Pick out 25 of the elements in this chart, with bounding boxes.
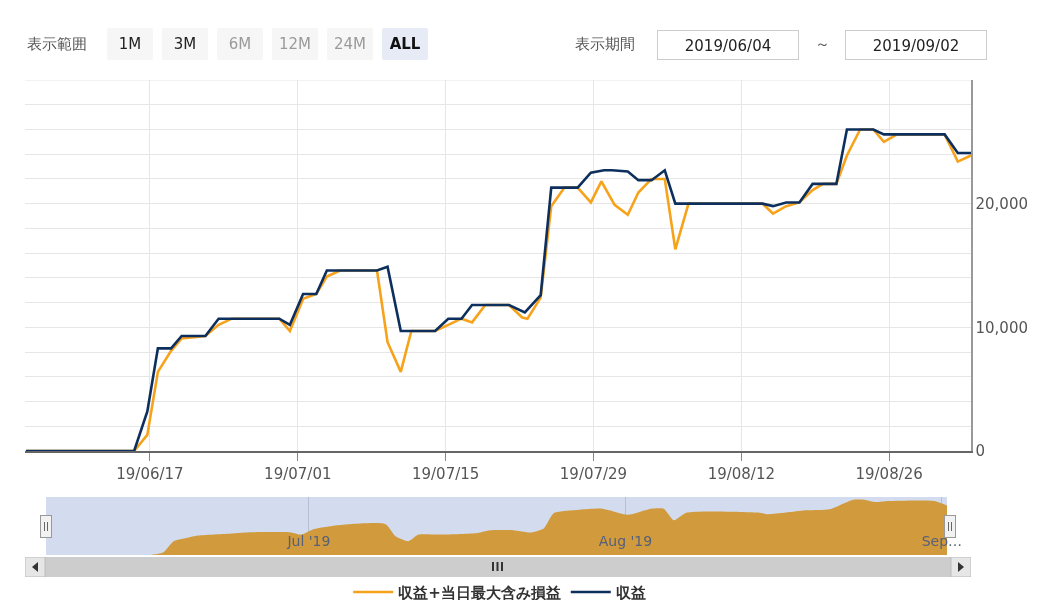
text: ～ <box>815 34 830 55</box>
legend-label: 収益 <box>615 583 646 600</box>
range-button: 12M <box>272 28 318 60</box>
x-tick-label: Aug '19 <box>598 533 653 549</box>
text: 表示期間 <box>575 34 635 55</box>
range-button: 6M <box>217 28 263 60</box>
range-button: 24M <box>327 28 373 60</box>
date-field: 2019/09/02 <box>845 30 987 60</box>
legend-label: 収益+当日最大含み損益 <box>398 583 561 600</box>
x-tick-label: Jul '19 <box>286 533 331 549</box>
range-button: ALL <box>382 28 428 60</box>
date-field: 2019/06/04 <box>657 30 799 60</box>
y-tick-label: 20,000 <box>975 194 1028 213</box>
x-tick-label: 19/07/01 <box>264 464 332 483</box>
y-tick-label: 10,000 <box>975 318 1028 337</box>
range-button: 3M <box>162 28 208 60</box>
x-tick-label: 19/06/17 <box>116 464 184 483</box>
line-series <box>25 128 971 451</box>
x-tick-label: 19/08/12 <box>707 464 776 483</box>
text: 表示範囲 <box>27 34 87 55</box>
x-tick-label: 19/07/29 <box>559 464 628 483</box>
x-tick-label: 19/07/15 <box>411 464 480 483</box>
y-tick-label: 0 <box>975 442 986 461</box>
x-tick-label: 19/08/26 <box>855 464 923 483</box>
range-button: 1M <box>107 28 153 60</box>
